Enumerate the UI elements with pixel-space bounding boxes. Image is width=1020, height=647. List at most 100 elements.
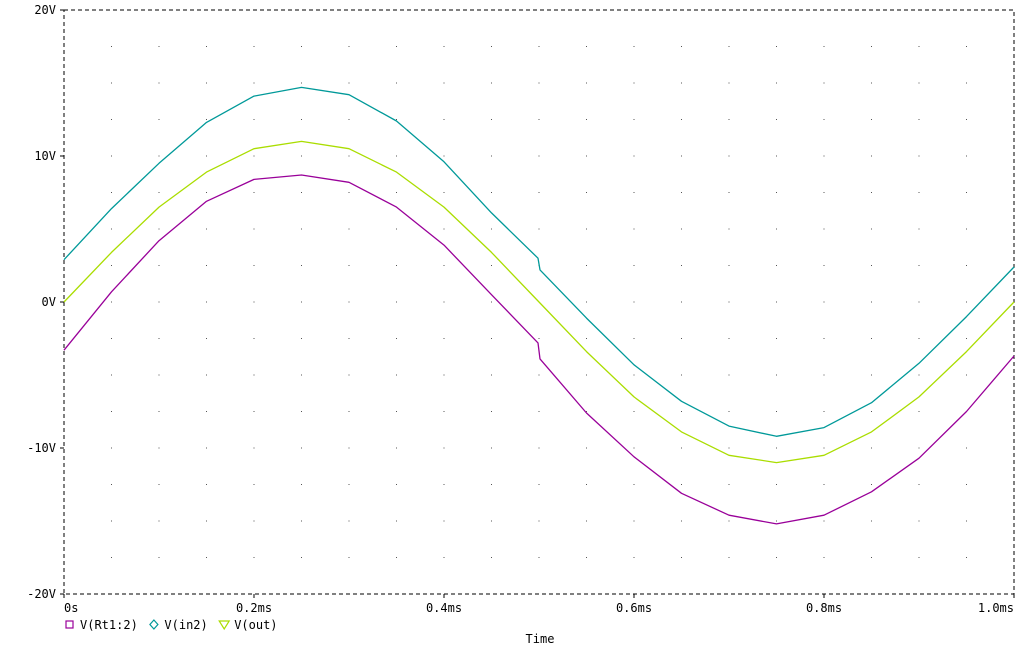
grid-dot xyxy=(111,265,112,266)
grid-dot xyxy=(538,520,540,522)
grid-dot xyxy=(776,265,777,266)
grid-dot xyxy=(538,374,540,376)
grid-dot xyxy=(633,411,635,412)
x-tick-label: 0s xyxy=(64,601,78,615)
grid-dot xyxy=(871,119,872,120)
grid-dot xyxy=(776,192,777,193)
grid-dot xyxy=(633,557,635,558)
grid-dot xyxy=(301,338,302,339)
x-tick-label: 1.0ms xyxy=(978,601,1014,615)
grid-dot xyxy=(158,192,160,193)
grid-dot xyxy=(728,119,730,120)
grid-dot xyxy=(538,46,540,47)
grid-dot xyxy=(776,411,777,412)
grid-dot xyxy=(253,265,255,266)
grid-dot xyxy=(728,46,730,47)
grid-dot xyxy=(681,520,682,522)
grid-dot xyxy=(966,228,967,230)
grid-dot xyxy=(158,155,160,157)
grid-dot xyxy=(538,557,540,558)
grid-dot xyxy=(396,557,397,558)
grid-dot xyxy=(918,82,920,84)
grid-dot xyxy=(633,374,635,376)
grid-dot xyxy=(823,82,825,84)
grid-dot xyxy=(111,192,112,193)
grid-dot xyxy=(966,447,967,449)
grid-dot xyxy=(491,228,492,230)
series-line-3 xyxy=(63,140,1015,464)
grid-dot xyxy=(728,520,730,522)
grid-dot xyxy=(918,484,920,485)
grid-dot xyxy=(966,82,967,84)
grid-dot xyxy=(253,46,255,47)
grid-dot xyxy=(301,155,302,157)
grid-dot xyxy=(728,338,730,339)
x-tick-label: 0.6ms xyxy=(616,601,652,615)
grid-dot xyxy=(966,374,967,376)
grid-dot xyxy=(253,447,255,449)
grid-dot xyxy=(633,192,635,193)
grid-dot xyxy=(206,484,207,485)
grid-dot xyxy=(158,265,160,266)
grid-dot xyxy=(396,119,397,120)
grid-dot xyxy=(586,265,587,266)
grid-dot xyxy=(918,557,920,558)
grid-dot xyxy=(443,447,445,449)
grid-dot xyxy=(871,557,872,558)
grid-dot xyxy=(301,82,302,84)
grid-dot xyxy=(348,265,350,266)
grid-dot xyxy=(538,484,540,485)
grid-dot xyxy=(776,228,777,230)
series-line-2 xyxy=(63,86,1015,437)
grid-dot xyxy=(728,82,730,84)
grid-dot xyxy=(681,411,682,412)
grid-dot xyxy=(823,228,825,230)
grid-dot xyxy=(728,265,730,266)
grid-dot xyxy=(396,374,397,376)
grid-dot xyxy=(396,484,397,485)
grid-dot xyxy=(776,484,777,485)
series-line-1 xyxy=(63,174,1015,525)
grid-dot xyxy=(586,447,587,449)
grid-dot xyxy=(253,301,255,303)
grid-dot xyxy=(776,520,777,522)
grid-dot xyxy=(728,155,730,157)
grid-dot xyxy=(443,119,445,120)
grid-dot xyxy=(158,301,160,303)
grid-dot xyxy=(586,46,587,47)
grid-dot xyxy=(443,301,445,303)
grid-dot xyxy=(443,46,445,47)
grid-dot xyxy=(253,484,255,485)
grid-dot xyxy=(728,192,730,193)
y-tick-label: -20V xyxy=(27,587,56,601)
grid-dot xyxy=(681,155,682,157)
grid-dot xyxy=(348,192,350,193)
grid-dot xyxy=(158,338,160,339)
x-tick-label: 0.4ms xyxy=(426,601,462,615)
grid-dot xyxy=(253,557,255,558)
grid-dot xyxy=(348,119,350,120)
grid-dot xyxy=(301,192,302,193)
grid-dot xyxy=(206,82,207,84)
grid-dot xyxy=(111,119,112,120)
grid-dot xyxy=(253,338,255,339)
grid-dot xyxy=(633,484,635,485)
x-axis: 0s 0.2ms 0.4ms 0.6ms 0.8ms 1.0ms xyxy=(63,594,1015,615)
grid-dot xyxy=(586,82,587,84)
grid-dot xyxy=(633,155,635,157)
grid-dot xyxy=(396,155,397,157)
grid-dot xyxy=(966,557,967,558)
grid-dot xyxy=(443,265,445,266)
grid-dot xyxy=(966,338,967,339)
grid-dot xyxy=(158,411,160,412)
grid-dot xyxy=(966,520,967,522)
grid-dot xyxy=(871,301,872,303)
grid-dot xyxy=(918,411,920,412)
grid-dot xyxy=(206,119,207,120)
grid-dot xyxy=(396,265,397,266)
grid-dot xyxy=(823,557,825,558)
grid-dot xyxy=(396,338,397,339)
grid-dot xyxy=(681,192,682,193)
grid-dot xyxy=(538,228,540,230)
grid-dot xyxy=(111,228,112,230)
